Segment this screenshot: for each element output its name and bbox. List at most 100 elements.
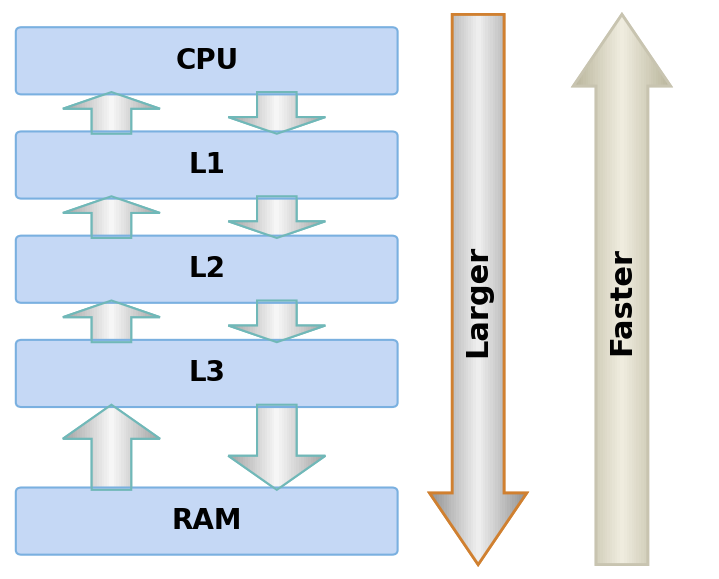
Polygon shape — [284, 325, 286, 339]
Polygon shape — [136, 205, 138, 213]
Polygon shape — [75, 208, 78, 213]
Polygon shape — [656, 67, 659, 86]
Polygon shape — [277, 117, 279, 133]
Polygon shape — [138, 206, 141, 213]
Polygon shape — [80, 207, 82, 213]
Polygon shape — [114, 213, 116, 238]
Polygon shape — [308, 325, 311, 331]
Polygon shape — [603, 86, 605, 565]
Polygon shape — [265, 325, 267, 339]
Polygon shape — [73, 209, 75, 213]
Polygon shape — [126, 439, 129, 490]
Polygon shape — [141, 311, 143, 317]
Polygon shape — [286, 92, 289, 117]
Polygon shape — [600, 86, 603, 565]
Polygon shape — [646, 86, 649, 565]
Polygon shape — [289, 92, 291, 117]
Polygon shape — [636, 38, 639, 86]
Polygon shape — [275, 456, 277, 489]
Polygon shape — [129, 307, 131, 317]
Polygon shape — [498, 14, 500, 493]
Polygon shape — [255, 325, 257, 335]
Polygon shape — [646, 52, 649, 86]
Polygon shape — [639, 86, 641, 565]
Polygon shape — [231, 456, 233, 459]
Polygon shape — [595, 86, 597, 565]
Polygon shape — [321, 221, 323, 222]
Polygon shape — [313, 117, 316, 121]
Polygon shape — [260, 325, 262, 337]
Polygon shape — [70, 106, 73, 109]
Polygon shape — [92, 213, 94, 238]
Polygon shape — [63, 438, 65, 439]
Polygon shape — [461, 14, 464, 493]
Polygon shape — [321, 117, 323, 118]
Polygon shape — [238, 456, 240, 463]
Polygon shape — [279, 221, 282, 237]
Polygon shape — [111, 213, 114, 238]
Polygon shape — [63, 92, 160, 134]
Polygon shape — [296, 117, 298, 127]
Polygon shape — [298, 117, 301, 126]
Polygon shape — [97, 317, 99, 342]
Polygon shape — [70, 314, 73, 317]
Polygon shape — [111, 439, 114, 490]
Polygon shape — [252, 117, 255, 126]
Polygon shape — [119, 109, 121, 134]
Polygon shape — [585, 67, 588, 86]
Polygon shape — [124, 201, 126, 213]
Polygon shape — [622, 16, 624, 86]
Polygon shape — [262, 301, 265, 325]
Polygon shape — [90, 99, 92, 109]
Polygon shape — [85, 101, 87, 109]
Polygon shape — [615, 86, 617, 565]
Polygon shape — [233, 456, 236, 460]
Polygon shape — [597, 86, 600, 565]
Polygon shape — [432, 493, 434, 499]
Polygon shape — [505, 493, 508, 523]
Polygon shape — [99, 317, 102, 342]
Polygon shape — [255, 221, 257, 231]
Polygon shape — [318, 456, 321, 460]
Polygon shape — [126, 97, 129, 109]
Polygon shape — [94, 317, 97, 342]
Polygon shape — [636, 86, 639, 565]
Polygon shape — [487, 14, 490, 493]
Polygon shape — [121, 213, 124, 238]
Polygon shape — [152, 434, 155, 439]
Polygon shape — [272, 117, 275, 133]
Polygon shape — [131, 99, 133, 109]
Polygon shape — [296, 221, 298, 231]
Polygon shape — [608, 34, 610, 86]
Polygon shape — [257, 301, 260, 325]
Polygon shape — [617, 20, 620, 86]
Polygon shape — [490, 493, 493, 545]
Polygon shape — [75, 313, 78, 317]
Polygon shape — [303, 221, 306, 228]
Polygon shape — [138, 102, 141, 109]
Polygon shape — [245, 456, 247, 468]
Polygon shape — [257, 92, 260, 117]
Polygon shape — [92, 439, 94, 490]
Polygon shape — [262, 325, 265, 338]
Polygon shape — [464, 14, 466, 493]
Polygon shape — [104, 199, 106, 213]
Polygon shape — [291, 405, 294, 456]
Polygon shape — [301, 456, 303, 472]
Polygon shape — [289, 117, 291, 129]
Polygon shape — [430, 493, 432, 495]
Polygon shape — [282, 405, 284, 456]
Polygon shape — [78, 428, 80, 439]
Polygon shape — [255, 117, 257, 127]
Polygon shape — [515, 493, 517, 509]
Polygon shape — [141, 102, 143, 109]
Polygon shape — [641, 86, 644, 565]
Polygon shape — [106, 109, 109, 134]
Polygon shape — [104, 303, 106, 317]
Polygon shape — [517, 493, 519, 505]
Polygon shape — [272, 92, 275, 117]
Polygon shape — [624, 86, 627, 565]
Polygon shape — [97, 201, 99, 213]
Text: Faster: Faster — [608, 247, 636, 355]
Polygon shape — [116, 409, 119, 439]
